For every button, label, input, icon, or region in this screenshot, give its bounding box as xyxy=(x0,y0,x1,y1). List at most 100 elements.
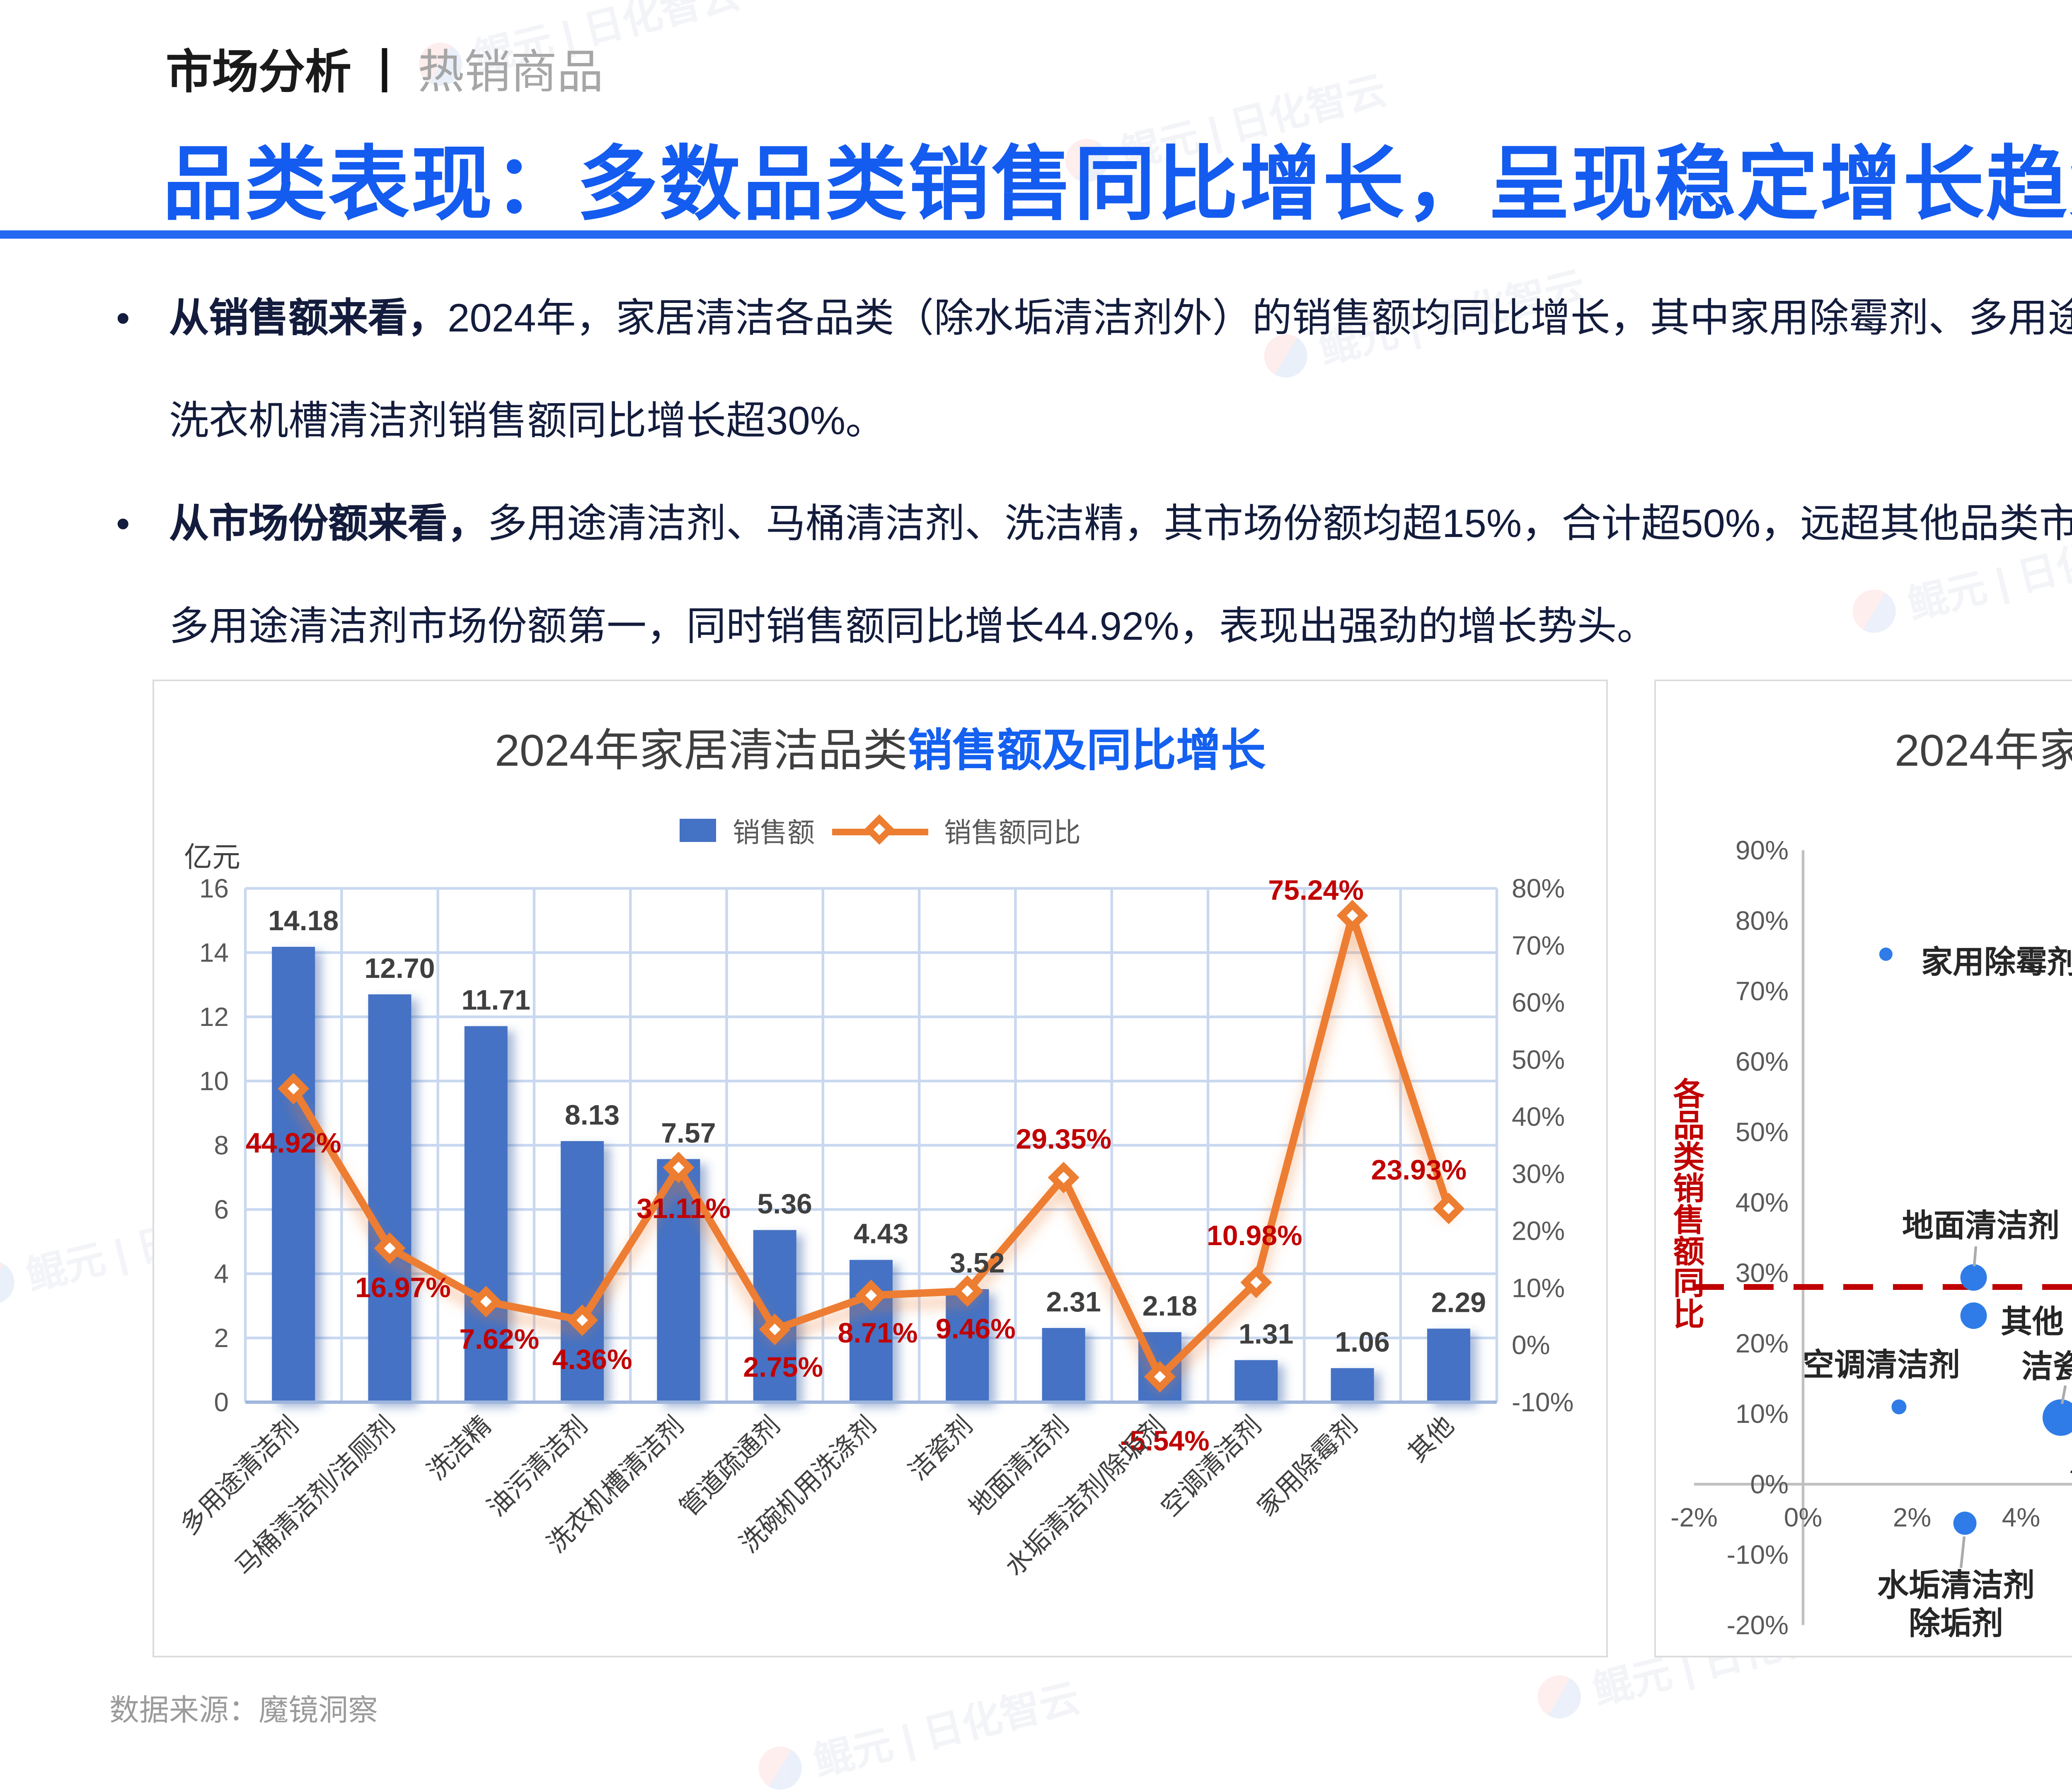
line-marker-core xyxy=(865,1289,877,1301)
y-tick: 80% xyxy=(1736,906,1789,936)
bar-chart-legend: 销售额 销售额同比 xyxy=(154,810,1606,850)
bar-value-label: 2.31 xyxy=(1046,1286,1101,1318)
legend-bar-swatch xyxy=(680,819,716,842)
bar-value-label: 1.31 xyxy=(1239,1318,1293,1350)
x-tick: 2% xyxy=(1893,1502,1932,1532)
y-tick: 70% xyxy=(1736,976,1789,1006)
line-marker-core xyxy=(1154,1371,1166,1383)
bubble-chart-title-black: 2024年家居清洁各品类 xyxy=(1894,726,2072,776)
bar-line-chart-panel: 2024年家居清洁品类销售额及同比增长 销售额 销售额同比 亿元 0 2 4 6 8 10… xyxy=(152,680,1608,1657)
bullet-share-text: 多用途清洁剂、马桶清洁剂、洗洁精，其市场份额均超15%，合计超50%，远超其他品… xyxy=(169,502,2072,650)
bullet-sales: 从销售额来看，2024年，家居清洁各品类（除水垢清洁剂外）的销售额均同比增长，其… xyxy=(103,268,2072,474)
y-right-tick: 70% xyxy=(1512,931,1565,960)
y-tick: 50% xyxy=(1736,1117,1789,1147)
bubble-其他 xyxy=(1960,1302,1987,1329)
bullet-sales-lead: 从销售额来看， xyxy=(169,297,448,341)
bubble-洁瓷剂 xyxy=(2043,1399,2072,1436)
y-tick: 20% xyxy=(1736,1328,1789,1358)
y-tick: -20% xyxy=(1727,1610,1789,1640)
category-label: 洗洁精 xyxy=(422,1411,496,1485)
bar-value-label: 14.18 xyxy=(268,905,339,936)
y-left-tick: 12 xyxy=(199,1002,229,1032)
bar xyxy=(272,947,315,1402)
bar-value-label: 3.52 xyxy=(950,1247,1005,1279)
y-tick: -10% xyxy=(1727,1540,1789,1570)
watermark-ball-icon xyxy=(0,1255,19,1308)
y-tick: 0% xyxy=(1750,1469,1789,1499)
y-left-tick: 6 xyxy=(214,1195,229,1224)
y-right-tick: 30% xyxy=(1512,1159,1565,1189)
bubble-水垢清洁剂/除垢剂 xyxy=(1953,1512,1977,1535)
data-source: 数据来源：魔镜洞察 xyxy=(109,1694,378,1727)
line-marker-core xyxy=(961,1285,973,1297)
y-right-tick: 20% xyxy=(1512,1216,1565,1246)
y-right-tick: -10% xyxy=(1512,1387,1573,1417)
bar-value-label: 11.71 xyxy=(462,984,530,1016)
line-marker-core xyxy=(480,1296,492,1308)
y-left-tick: 16 xyxy=(199,873,229,903)
legend-line-label: 销售额同比 xyxy=(944,819,1081,849)
growth-value-label: 23.93% xyxy=(1371,1154,1467,1185)
growth-value-label: -5.54% xyxy=(1120,1425,1209,1457)
y-axis-unit-label: 亿元 xyxy=(184,842,240,873)
line-marker-core xyxy=(673,1161,685,1173)
growth-value-label: 4.36% xyxy=(552,1344,632,1375)
label-leader-line xyxy=(1959,1536,1966,1568)
x-tick: -2% xyxy=(1670,1502,1718,1532)
bubble-label: 洁瓷剂 xyxy=(2021,1349,2072,1384)
y-tick: 60% xyxy=(1736,1047,1789,1076)
label-leader-line xyxy=(2060,1385,2067,1404)
growth-value-label: 31.11% xyxy=(637,1193,731,1224)
y-right-tick: 10% xyxy=(1512,1273,1565,1303)
breadcrumb-separator: 丨 xyxy=(361,46,408,98)
line-marker-core xyxy=(1058,1171,1070,1183)
line-marker-core xyxy=(1346,910,1358,922)
line-marker-core xyxy=(1250,1276,1262,1288)
y-tick: 40% xyxy=(1736,1188,1789,1217)
bubble-label: 水垢清洁剂 xyxy=(1877,1568,2035,1603)
bar xyxy=(561,1141,604,1402)
line-marker-core xyxy=(576,1314,588,1326)
bubble-chart-title: 2024年家居清洁各品类市场规模及销售额同比 xyxy=(1656,714,2072,779)
y-left-tick: 2 xyxy=(214,1323,229,1353)
growth-value-label: 10.98% xyxy=(1207,1220,1302,1251)
growth-value-label: 44.92% xyxy=(246,1127,341,1159)
category-label: 洁瓷剂 xyxy=(903,1411,978,1485)
bar xyxy=(657,1159,700,1402)
line-marker-core xyxy=(1443,1202,1455,1214)
breadcrumb-subsection: 热销商品 xyxy=(418,46,604,98)
bar xyxy=(1331,1368,1374,1402)
y-right-tick: 60% xyxy=(1512,988,1565,1018)
label-leader-line xyxy=(1973,1246,1978,1267)
bullet-share-lead: 从市场份额来看， xyxy=(169,502,487,547)
bubble-label: 其他 xyxy=(2001,1304,2064,1340)
bar-chart-title: 2024年家居清洁品类销售额及同比增长 xyxy=(154,714,1606,779)
bar-value-label: 5.36 xyxy=(758,1188,812,1220)
bar-value-label: 7.57 xyxy=(661,1117,716,1149)
bullet-share: 从市场份额来看，多用途清洁剂、马桶清洁剂、洗洁精，其市场份额均超15%，合计超5… xyxy=(103,474,2072,680)
category-label: 其他 xyxy=(1403,1411,1459,1467)
growth-value-label: 29.35% xyxy=(1016,1123,1111,1155)
legend-line-swatch xyxy=(831,814,927,845)
breadcrumb-section: 市场分析 xyxy=(166,46,352,98)
line-marker-core xyxy=(384,1242,396,1254)
bar xyxy=(1427,1328,1470,1402)
y-right-tick: 0% xyxy=(1512,1330,1550,1360)
bubble-label: 家用除霉剂 xyxy=(1921,945,2072,980)
bubble-label: 空调清洁剂 xyxy=(1803,1347,1960,1383)
category-label: 马桶清洁剂/洁厕剂 xyxy=(230,1411,401,1582)
title-underline xyxy=(0,230,2072,239)
breadcrumb: 市场分析丨热销商品 xyxy=(166,36,603,103)
bar-value-label: 8.13 xyxy=(565,1099,620,1131)
bar xyxy=(464,1026,508,1402)
bar xyxy=(946,1289,989,1402)
x-tick: 0% xyxy=(1784,1502,1823,1532)
growth-value-label: 16.97% xyxy=(355,1272,451,1303)
y-left-tick: 0 xyxy=(214,1387,229,1417)
y-tick: 90% xyxy=(1736,835,1789,865)
y-right-tick: 50% xyxy=(1512,1045,1565,1074)
y-tick: 30% xyxy=(1736,1258,1789,1288)
bubble-空调清洁剂 xyxy=(1891,1399,1907,1415)
watermark-ball-icon xyxy=(1533,1670,1585,1722)
